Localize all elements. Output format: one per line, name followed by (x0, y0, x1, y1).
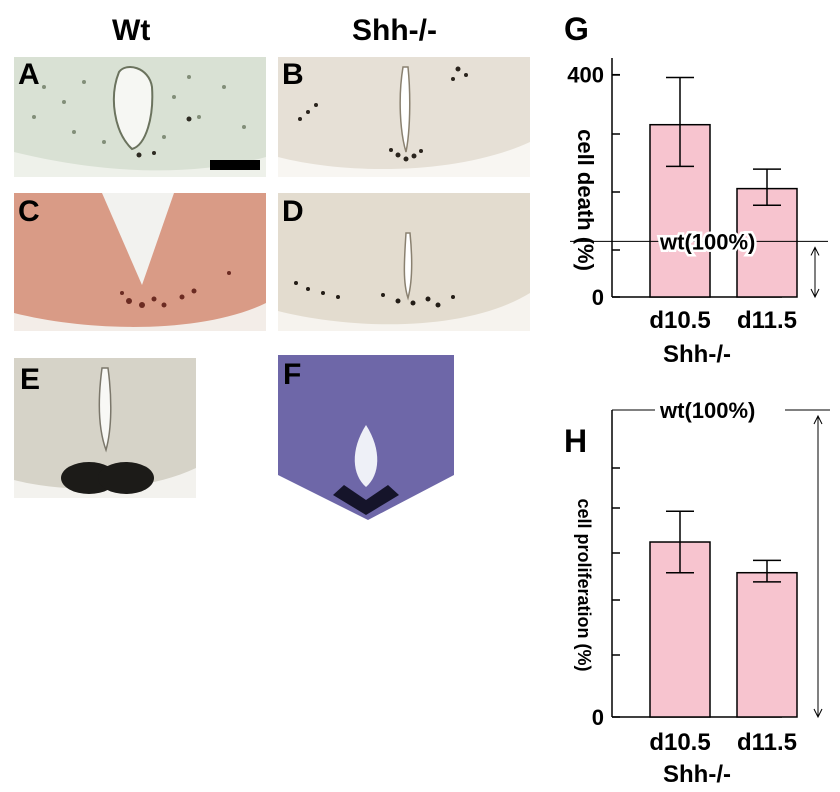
x-tick-label: d10.5 (649, 307, 710, 334)
panel-label-d: D (282, 195, 304, 228)
chart-panel-label-g: G (564, 11, 589, 47)
panel-label-b: B (282, 58, 304, 91)
bar-d11.5 (736, 571, 798, 718)
micrograph-d-image (278, 193, 530, 331)
scale-arrow-head-up (810, 246, 820, 256)
micrograph-c-image (14, 193, 266, 331)
micrograph-panel-a (14, 57, 266, 177)
micrograph-a-image (14, 57, 266, 177)
y-tick-label: 0 (592, 285, 604, 310)
micrograph-b-image (278, 57, 530, 177)
micrograph-panel-c (14, 193, 266, 331)
micrograph-panel-f (278, 355, 454, 525)
panel-label-f: F (283, 358, 302, 391)
micrograph-panel-e (14, 358, 196, 498)
reference-line-label: wt(100%) (659, 229, 755, 254)
micrograph-panel-b (278, 57, 530, 177)
chart-panel-label-h: H (564, 423, 587, 459)
x-tick-label: d11.5 (737, 307, 797, 334)
x-tick-label: d10.5 (649, 729, 710, 756)
reference-line-label: wt(100%) (659, 398, 755, 423)
scale-arrow-head-up (813, 414, 823, 425)
y-axis-label: cell proliferation (%) (574, 498, 594, 671)
y-tick-label: 0 (592, 705, 604, 730)
micrograph-f-image (278, 355, 454, 525)
panel-label-c: C (18, 195, 40, 228)
x-tick-label: d11.5 (737, 729, 797, 756)
scale-arrow-head-down (813, 708, 823, 719)
panel-label-e: E (20, 363, 41, 396)
x-axis-label: Shh-/- (663, 341, 731, 368)
bar-d11.5 (736, 187, 798, 298)
panel-label-a: A (18, 58, 40, 91)
scale-arrow-head-down (810, 288, 820, 299)
x-axis-label: Shh-/- (663, 761, 731, 788)
y-axis-label: cell death (%) (573, 129, 598, 271)
micrograph-panel-d (278, 193, 530, 331)
scale-bar (210, 160, 260, 170)
y-tick-label: 400 (567, 63, 604, 88)
micrograph-e-image (14, 358, 196, 498)
column-header-shh: Shh-/- (352, 14, 437, 47)
column-header-wt: Wt (112, 14, 151, 47)
